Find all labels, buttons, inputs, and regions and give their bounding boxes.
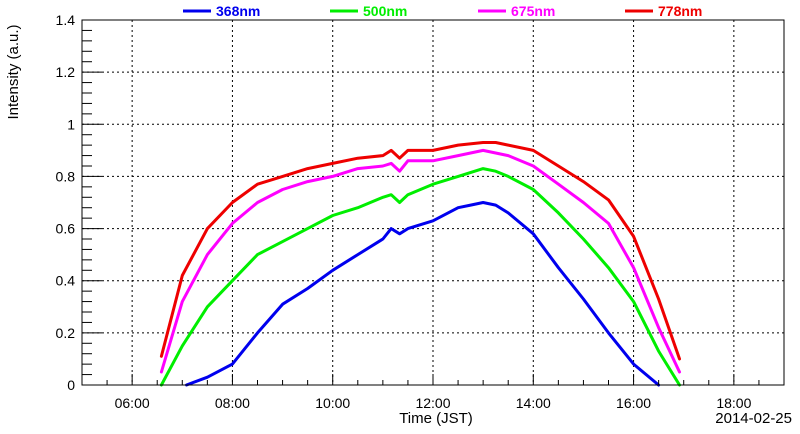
x-tick-label: 10:00 (315, 395, 350, 411)
y-tick-label: 0.8 (56, 168, 76, 184)
y-tick-label: 1.4 (56, 12, 76, 28)
series-line-500nm (159, 167, 681, 387)
x-tick-label: 16:00 (616, 395, 651, 411)
x-axis-title: Time (JST) (399, 410, 473, 427)
x-tick-label: 14:00 (516, 395, 551, 411)
series-line-675nm (159, 148, 681, 374)
tick-label-layer: 06:00 08:00 10:00 12:00 14:00 16:00 18:00 0 0.2 0… (56, 12, 752, 411)
legend-label-778nm: 778nm (658, 3, 702, 19)
date-label: 2014-02-25 (715, 410, 792, 427)
series-line-778nm (159, 141, 681, 361)
x-tick-label: 08:00 (215, 395, 250, 411)
series-layer (159, 141, 681, 387)
y-tick-label: 0.2 (56, 325, 76, 341)
x-tick-label: 12:00 (415, 395, 450, 411)
y-axis-title: Intensity (a.u.) (5, 24, 22, 119)
x-tick-label: 06:00 (115, 395, 150, 411)
legend-label-675nm: 675nm (511, 3, 555, 19)
y-tick-label: 0.6 (56, 221, 76, 237)
legend-label-500nm: 500nm (363, 3, 407, 19)
series-line-368nm (185, 201, 661, 387)
y-tick-label: 1.2 (56, 64, 76, 80)
legend-label-368nm: 368nm (216, 3, 260, 19)
y-tick-label: 1 (67, 116, 75, 132)
axis-layer (81, 19, 785, 386)
x-tick-label: 18:00 (716, 395, 751, 411)
y-tick-label: 0 (67, 377, 75, 393)
legend: 368nm 500nm 675nm 778nm (183, 3, 702, 19)
grid-layer (82, 20, 784, 385)
y-tick-label: 0.4 (56, 273, 76, 289)
